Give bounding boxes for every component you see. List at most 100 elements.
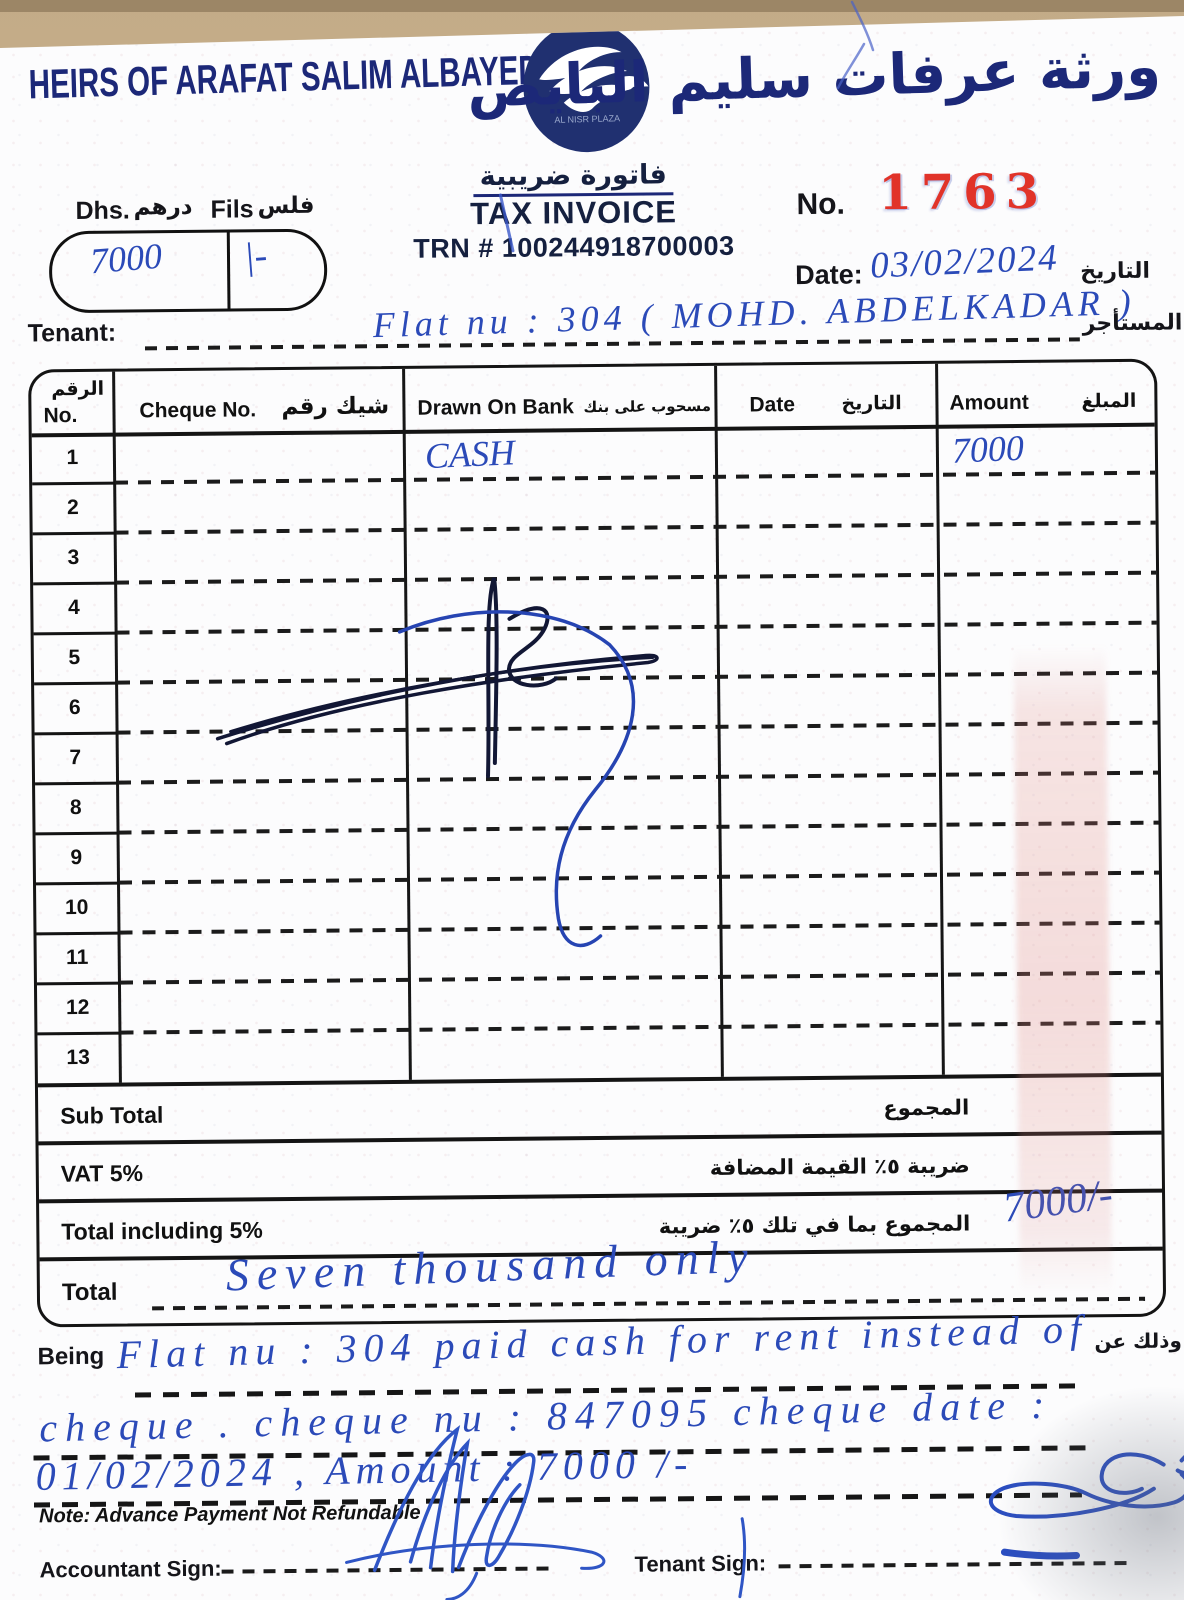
- fils-label-arabic: فلس: [257, 192, 315, 220]
- col-date-arabic: التاريخ: [841, 392, 902, 415]
- row-date-value: [719, 925, 940, 977]
- row-bank-handwritten: CASH: [424, 432, 516, 477]
- tenant-line: [144, 337, 1080, 351]
- row-cheque-value: [116, 730, 406, 783]
- col-no-english: No.: [43, 403, 78, 428]
- invoice-title-english: TAX INVOICE: [470, 194, 678, 232]
- col-bank-arabic: مسحوب على بنك: [583, 396, 712, 417]
- falcon-logo-icon: AL NISR PLAZA: [523, 22, 650, 153]
- row-number: 4: [67, 595, 80, 620]
- col-no-arabic: الرقم: [51, 377, 105, 401]
- row-number: 9: [70, 845, 83, 870]
- date-label: Date:: [795, 259, 863, 291]
- row-date-value: [715, 425, 936, 477]
- row-amount-cell: [936, 473, 1155, 525]
- row-amount-cell: [937, 573, 1156, 625]
- tenant-sign-label: Tenant Sign:: [634, 1550, 767, 1577]
- row-amount-cell: [937, 523, 1156, 575]
- invoice-no-stamp: 1763: [878, 163, 1049, 222]
- row-date-value: [716, 525, 937, 577]
- row-cheque-value: [118, 980, 408, 1033]
- date-handwritten: 03/02/2024: [869, 237, 1060, 287]
- row-date-value: [717, 675, 938, 727]
- row-cheque-value: [117, 930, 407, 983]
- dhs-label: Dhs.: [75, 196, 130, 226]
- row-number: 2: [66, 495, 79, 520]
- accountant-sign-line: [221, 1566, 552, 1574]
- row-cheque-value: [115, 680, 405, 733]
- row-cheque-value: [115, 630, 405, 683]
- row-date-value: [717, 625, 938, 677]
- row-number: 11: [66, 945, 89, 970]
- row-date-value: [718, 825, 939, 877]
- row-bank-cell: [407, 877, 719, 930]
- company-logo: AL NISR PLAZA: [518, 16, 656, 156]
- row-bank-cell: [405, 627, 717, 680]
- row-bank-cell: [407, 827, 719, 880]
- tenant-label: Tenant:: [27, 318, 117, 348]
- scan-gray-smudge: [994, 1383, 1184, 1600]
- row-date-value: [720, 1025, 941, 1077]
- invoice-no-label: No.: [796, 187, 846, 222]
- row-bank-cell: [408, 977, 720, 1030]
- note-text: Note: Advance Payment Not Refundable: [38, 1501, 421, 1528]
- subtotal-label: Sub Total: [60, 1101, 164, 1129]
- invoice-title-block: فاتورة ضريبية TAX INVOICE TRN # 10024491…: [393, 158, 754, 264]
- row-number: 13: [66, 1045, 90, 1070]
- row-cheque-value: [116, 780, 406, 833]
- row-number: 5: [68, 645, 81, 670]
- row-cheque-value: [117, 880, 407, 933]
- accountant-sign-label: Accountant Sign:: [39, 1555, 222, 1583]
- tenant-label-arabic: المستأجر: [1082, 310, 1183, 337]
- col-date-english: Date: [749, 393, 796, 417]
- row-number: 1: [66, 445, 79, 470]
- fils-label: Fils: [210, 195, 254, 224]
- row-bank-cell: CASH: [403, 427, 715, 480]
- being-label: Being: [37, 1342, 105, 1371]
- col-amount-arabic: المبلغ: [1081, 389, 1137, 413]
- dhs-label-arabic: درهم: [133, 193, 193, 221]
- row-cheque-value: [113, 480, 403, 533]
- col-cheque-arabic: شيك رقم: [281, 393, 390, 421]
- row-bank-cell: [404, 527, 716, 580]
- row-cheque-value: [114, 580, 404, 633]
- row-bank-cell: [405, 677, 717, 730]
- logo-caption: AL NISR PLAZA: [554, 113, 620, 125]
- row-bank-cell: [406, 727, 718, 780]
- row-number: 6: [68, 695, 81, 720]
- row-date-value: [718, 725, 939, 777]
- row-number: 8: [69, 795, 82, 820]
- row-date-value: [715, 475, 936, 527]
- invoice-title-arabic: فاتورة ضريبية: [473, 159, 674, 198]
- total-label: Total: [61, 1278, 118, 1306]
- amount-box: 7000 |-: [48, 228, 328, 314]
- table-rows: 1 CASH 7000 2 3 4 5 6 7 8 9 10 11 12 13: [32, 423, 1161, 1084]
- row-date-value: [719, 875, 940, 927]
- row-bank-cell: [404, 577, 716, 630]
- amount-fils-value: |-: [242, 234, 269, 279]
- row-date-value: [718, 775, 939, 827]
- vat-label: VAT 5%: [60, 1159, 144, 1187]
- row-bank-cell: [403, 477, 715, 530]
- col-amount-english: Amount: [949, 390, 1029, 415]
- row-number: 10: [64, 895, 89, 920]
- row-cheque-value: [117, 830, 407, 883]
- tenant-handwritten: Flat nu : 304 ( MOHD. ABDELKADAR ): [372, 281, 1137, 346]
- trn-number: TRN # 100244918700003: [413, 230, 735, 264]
- row-cheque-value: [114, 530, 404, 583]
- payments-table: الرقم No. Cheque No. شيك رقم Drawn On Ba…: [28, 358, 1167, 1328]
- row-cheque-value: [118, 1030, 408, 1083]
- col-cheque-english: Cheque No.: [139, 398, 257, 423]
- row-amount-handwritten: 7000: [951, 427, 1025, 471]
- row-bank-cell: [407, 927, 719, 980]
- row-bank-cell: [408, 1027, 720, 1080]
- row-number: 12: [65, 995, 90, 1020]
- row-date-value: [720, 975, 941, 1027]
- vat-label-arabic: ضريبة ٥٪ القيمة المضافة: [709, 1153, 970, 1180]
- row-date-value: [716, 575, 937, 627]
- scan-pink-streak: [1013, 645, 1113, 1296]
- col-bank-english: Drawn On Bank: [417, 395, 574, 420]
- row-amount-cell: 7000: [936, 423, 1155, 475]
